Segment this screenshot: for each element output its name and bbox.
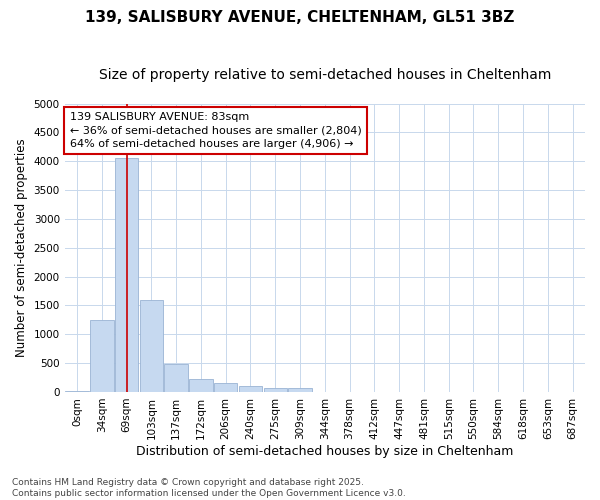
Bar	[115, 158, 139, 392]
Text: Contains HM Land Registry data © Crown copyright and database right 2025.
Contai: Contains HM Land Registry data © Crown c…	[12, 478, 406, 498]
Bar	[140, 300, 163, 392]
X-axis label: Distribution of semi-detached houses by size in Cheltenham: Distribution of semi-detached houses by …	[136, 444, 514, 458]
Bar	[239, 386, 262, 392]
Text: 139 SALISBURY AVENUE: 83sqm
← 36% of semi-detached houses are smaller (2,804)
64: 139 SALISBURY AVENUE: 83sqm ← 36% of sem…	[70, 112, 362, 148]
Bar	[189, 380, 213, 392]
Bar	[90, 320, 113, 392]
Title: Size of property relative to semi-detached houses in Cheltenham: Size of property relative to semi-detach…	[98, 68, 551, 82]
Bar	[214, 384, 238, 392]
Y-axis label: Number of semi-detached properties: Number of semi-detached properties	[15, 138, 28, 357]
Text: 139, SALISBURY AVENUE, CHELTENHAM, GL51 3BZ: 139, SALISBURY AVENUE, CHELTENHAM, GL51 …	[85, 10, 515, 25]
Bar	[65, 391, 89, 392]
Bar	[263, 388, 287, 392]
Bar	[164, 364, 188, 392]
Bar	[288, 388, 312, 392]
